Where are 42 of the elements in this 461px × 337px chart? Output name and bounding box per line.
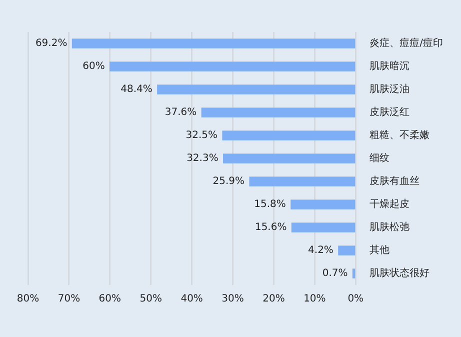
y-tick-label: 细纹 [370, 152, 390, 164]
bar [223, 154, 356, 164]
y-tick-label: 肌肤松弛 [370, 221, 410, 234]
x-tick-label: 30% [222, 294, 244, 305]
data-label: 15.6% [254, 222, 287, 234]
bar [352, 268, 356, 278]
bar [291, 222, 356, 232]
data-label: 60% [82, 61, 105, 72]
bar [157, 84, 356, 94]
data-label: 15.8% [254, 199, 286, 210]
bar [290, 200, 356, 210]
data-label: 32.3% [186, 153, 218, 164]
y-tick-label: 皮肤有血丝 [370, 175, 420, 188]
y-tick-label: 干燥起皮 [370, 198, 410, 210]
y-tick-label: 粗糙、不柔嫩 [370, 129, 430, 142]
y-tick-label: 其他 [370, 244, 390, 256]
x-tick-label: 60% [98, 294, 122, 305]
x-tick-label: 80% [16, 294, 40, 305]
bar [72, 38, 356, 48]
data-label: 48.4% [120, 84, 152, 96]
data-label: 0.7% [322, 268, 348, 280]
x-tick-label: 20% [262, 294, 285, 305]
bar [110, 62, 356, 72]
x-tick-label: 40% [180, 294, 203, 305]
y-tick-label: 炎症、痘痘/痘印 [370, 37, 444, 50]
x-tick-label: 70% [58, 294, 80, 305]
data-label: 69.2% [35, 38, 68, 50]
bar [201, 108, 356, 118]
y-tick-label: 皮肤泛红 [370, 106, 410, 118]
data-label: 37.6% [164, 107, 197, 118]
x-tick-label: 0% [348, 294, 364, 305]
bar [222, 130, 356, 140]
y-tick-label: 肌肤暗沉 [370, 60, 410, 72]
x-tick-label: 50% [140, 294, 162, 305]
x-tick-label: 10% [304, 294, 326, 305]
data-label: 25.9% [212, 176, 245, 188]
bar [249, 176, 356, 186]
y-tick-label: 肌肤状态很好 [370, 267, 430, 280]
data-label: 32.5% [186, 130, 218, 142]
data-label: 4.2% [308, 245, 334, 256]
y-tick-label: 肌肤泛油 [370, 83, 410, 96]
bar [338, 246, 356, 256]
